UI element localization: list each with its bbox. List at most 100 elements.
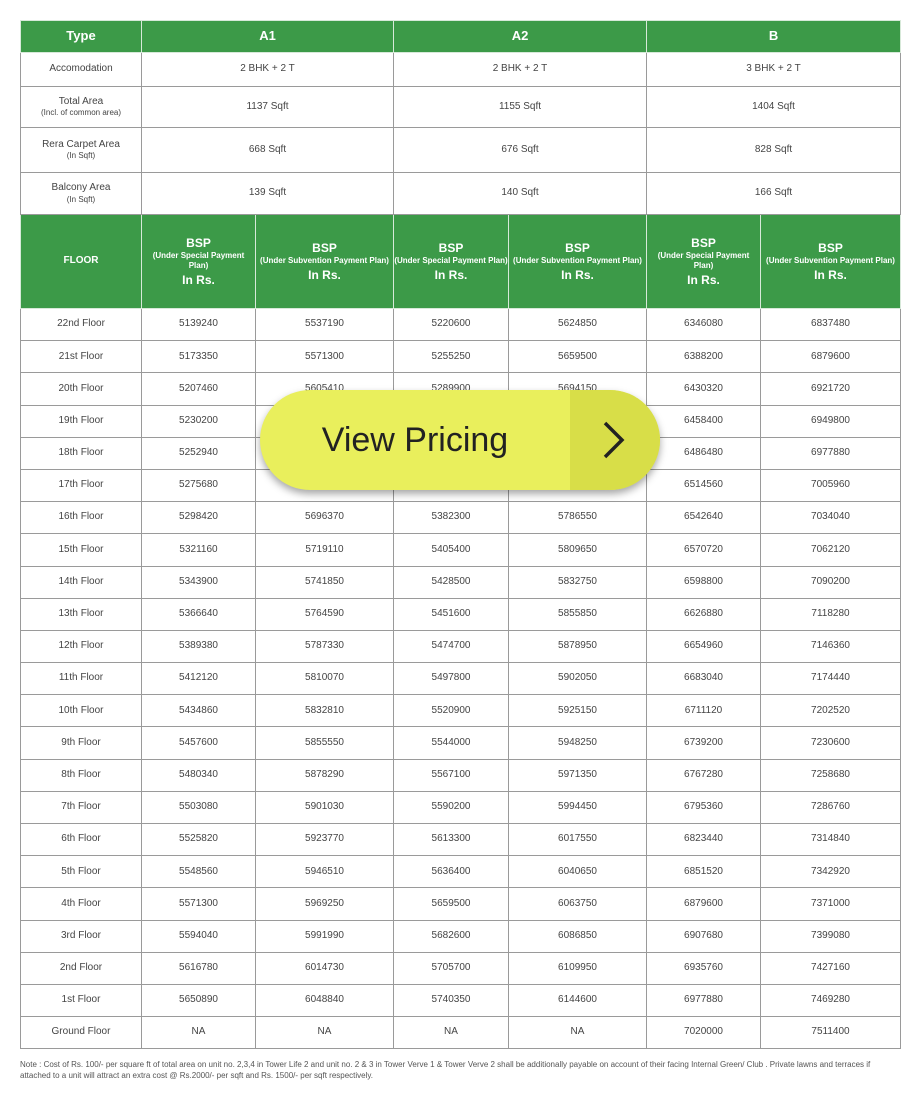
price-cell: NA (141, 1016, 256, 1050)
table-row: 15th Floor 5321160 5719110 5405400 5809650 65… (20, 533, 902, 567)
column-header: B (645, 20, 902, 53)
floor-label: 10th Floor (20, 694, 142, 728)
floor-label: 9th Floor (20, 726, 142, 760)
price-cell: 5252940 (141, 436, 256, 470)
spec-label-text: Balcony Area (51, 182, 111, 194)
price-cell: 5567100 (393, 758, 509, 792)
price-cell: 6598800 (646, 565, 761, 599)
spec-value: 828 Sqft (645, 127, 902, 173)
price-cell: 5434860 (141, 694, 256, 728)
price-header-line: In Rs. (308, 267, 341, 282)
floor-label: 12th Floor (20, 629, 142, 664)
view-pricing-button[interactable]: View Pricing (260, 390, 660, 490)
price-header-line: BSP (691, 235, 716, 250)
price-cell: 5901030 (255, 790, 394, 825)
price-cell: 5173350 (141, 340, 256, 374)
price-cell: 7230600 (759, 726, 902, 760)
floor-label: 3rd Floor (20, 919, 142, 953)
table-row: 2nd Floor 5616780 6014730 5705700 6109950 693… (20, 951, 902, 985)
price-cell: 5503080 (141, 790, 256, 825)
floor-label: 18th Floor (20, 436, 142, 470)
price-cell: 7314840 (759, 822, 902, 857)
floor-label: 7th Floor (20, 790, 142, 825)
price-cell: 6144600 (508, 983, 647, 1018)
floor-label: Ground Floor (20, 1016, 142, 1050)
spec-value: 2 BHK + 2 T (393, 52, 647, 87)
price-header-line: In Rs. (182, 272, 215, 287)
price-cell: 5878290 (255, 758, 394, 792)
floor-label: 20th Floor (20, 372, 142, 406)
spec-label: Rera Carpet Area (In Sqft) (20, 127, 142, 173)
price-cell: 6458400 (646, 404, 761, 438)
price-cell: 5659500 (508, 340, 647, 374)
price-cell: 5520900 (393, 694, 509, 728)
price-cell: 5994450 (508, 790, 647, 825)
spec-label: Total Area (Incl. of common area) (20, 86, 142, 128)
price-cell: 5389380 (141, 629, 256, 664)
floor-label: 1st Floor (20, 983, 142, 1018)
table-row: 21st Floor 5173350 5571300 5255250 5659500 63… (20, 340, 902, 374)
spec-label: Balcony Area (In Sqft) (20, 172, 142, 215)
table-row: Rera Carpet Area (In Sqft) 668 Sqft 676 Sqf… (20, 127, 902, 173)
price-cell: 5925150 (508, 694, 647, 728)
price-cell: 6388200 (646, 340, 761, 374)
price-cell: 5428500 (393, 565, 509, 599)
spec-value: 676 Sqft (393, 127, 647, 173)
price-cell: 5321160 (141, 533, 256, 567)
price-cell: 7286760 (759, 790, 902, 825)
price-cell: 6921720 (759, 372, 902, 406)
price-cell: 6040650 (508, 855, 647, 889)
price-cell: 5636400 (393, 855, 509, 889)
spec-value: 668 Sqft (141, 127, 394, 173)
price-cell: 5366640 (141, 597, 256, 631)
price-cell: 6977880 (646, 983, 761, 1018)
price-header-line: BSP (818, 240, 843, 255)
price-cell: 7202520 (759, 694, 902, 728)
price-cell: 7034040 (759, 501, 902, 535)
price-cell: 5497800 (393, 662, 509, 696)
price-cell: 6654960 (646, 629, 761, 664)
price-cell: 5613300 (393, 822, 509, 857)
price-header-line: BSP (186, 235, 211, 250)
price-cell: 5786550 (508, 501, 647, 535)
price-header: BSP (Under Subvention Payment Plan) In Rs. (508, 214, 647, 309)
spec-value: 1404 Sqft (645, 86, 902, 128)
table-row: 22nd Floor 5139240 5537190 5220600 5624850 63… (20, 307, 902, 342)
table-row: FLOOR BSP (Under Special Payment Plan) In R… (20, 214, 902, 309)
spec-label-text: Rera Carpet Area (42, 138, 120, 150)
price-cell: 5832750 (508, 565, 647, 599)
price-cell: 5741850 (255, 565, 394, 599)
price-cell: 5809650 (508, 533, 647, 567)
price-cell: 5624850 (508, 307, 647, 342)
table-row: Ground Floor NA NA NA NA 7020000 7511400 (20, 1016, 902, 1050)
price-header-line: In Rs. (687, 272, 720, 287)
price-cell: 5832810 (255, 694, 394, 728)
price-cell: 5457600 (141, 726, 256, 760)
floor-label: 13th Floor (20, 597, 142, 631)
price-cell: 5696370 (255, 501, 394, 535)
price-cell: 5969250 (255, 887, 394, 921)
chevron-area (570, 390, 660, 490)
floor-label: 8th Floor (20, 758, 142, 792)
price-cell: 6795360 (646, 790, 761, 825)
price-header-line: In Rs. (434, 267, 468, 282)
price-cell: 5230200 (141, 404, 256, 438)
floor-label: 5th Floor (20, 855, 142, 889)
price-cell: 5991990 (255, 919, 394, 953)
spec-sublabel: (Incl. of common area) (40, 108, 122, 118)
price-cell: 6935760 (646, 951, 761, 985)
price-cell: 5451600 (393, 597, 509, 631)
price-cell: 7258680 (759, 758, 902, 792)
price-cell: 5787330 (255, 629, 394, 664)
price-cell: 5525820 (141, 822, 256, 857)
floor-label: 15th Floor (20, 533, 142, 567)
price-header-line: (Under Subvention Payment Plan) (260, 255, 389, 265)
price-cell: 5480340 (141, 758, 256, 792)
table-row: Balcony Area (In Sqft) 139 Sqft 140 Sqft 166… (20, 172, 902, 215)
spec-label: Accomodation (20, 52, 142, 87)
price-cell: 5548560 (141, 855, 256, 889)
price-header-line: In Rs. (561, 267, 594, 282)
price-cell: 5544000 (393, 726, 509, 760)
price-cell: 5571300 (141, 887, 256, 921)
